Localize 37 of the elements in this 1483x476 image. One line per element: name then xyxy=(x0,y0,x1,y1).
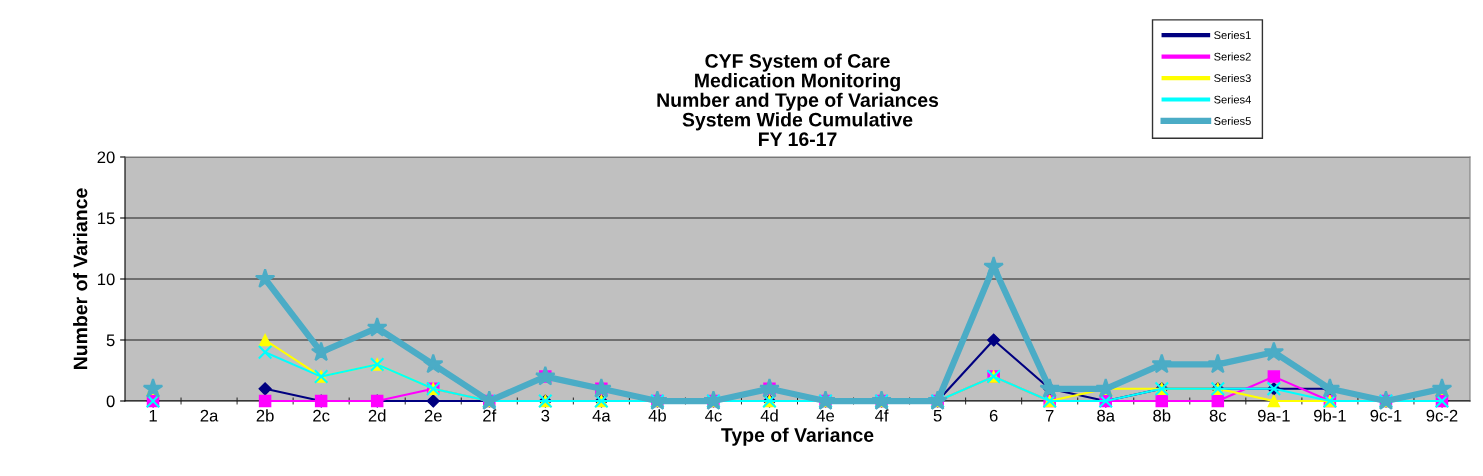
x-tick-label: 1 xyxy=(149,409,157,422)
legend-label: Series3 xyxy=(1214,73,1251,83)
x-tick-label: 3 xyxy=(541,409,550,422)
x-tick-label: 2a xyxy=(200,409,219,422)
y-tick-label: 0 xyxy=(106,395,115,408)
y-tick-label: 5 xyxy=(106,334,115,347)
y-axis-title: Number of Variance xyxy=(73,188,88,370)
x-tick-label: 4c xyxy=(705,409,722,422)
x-tick-label: 2d xyxy=(368,409,386,422)
x-axis-title: Type of Variance xyxy=(721,427,874,446)
x-tick-label: 4e xyxy=(816,409,835,422)
x-tick-label: 2c xyxy=(313,409,330,422)
x-tick-label: 4d xyxy=(760,409,778,422)
x-tick-label: 8a xyxy=(1097,409,1115,422)
legend-label: Series2 xyxy=(1214,52,1251,61)
y-tick-label: 10 xyxy=(98,273,115,286)
x-tick-label: 4b xyxy=(648,409,666,422)
x-tick-label: 4f xyxy=(875,409,889,422)
x-tick-label: 2e xyxy=(424,409,442,422)
x-tick-label: 2b xyxy=(256,409,274,422)
y-tick-label: 20 xyxy=(97,151,115,164)
x-tick-label: 9c-1 xyxy=(1370,409,1402,422)
x-tick-label: 9b-1 xyxy=(1314,409,1346,422)
x-tick-label: 9a-1 xyxy=(1257,409,1290,422)
x-tick-label: 8b xyxy=(1153,409,1171,422)
x-tick-label: 5 xyxy=(933,409,942,422)
legend-label: Series1 xyxy=(1214,30,1251,40)
legend-label: Series4 xyxy=(1214,95,1251,104)
chart-title: CYF System of Care Medication Monitoring Number and Type of Variances System Wide Cumulative FY 16-17 xyxy=(657,53,939,147)
x-tick-label: 8c xyxy=(1209,409,1227,422)
x-tick-label: 9c-2 xyxy=(1426,409,1458,422)
x-tick-label: 6 xyxy=(989,409,998,422)
x-tick-label: 4a xyxy=(592,409,611,422)
y-tick-label: 15 xyxy=(98,212,115,225)
x-tick-label: 7 xyxy=(1045,409,1054,422)
x-tick-label: 2f xyxy=(483,409,497,422)
legend-label: Series5 xyxy=(1214,116,1251,125)
